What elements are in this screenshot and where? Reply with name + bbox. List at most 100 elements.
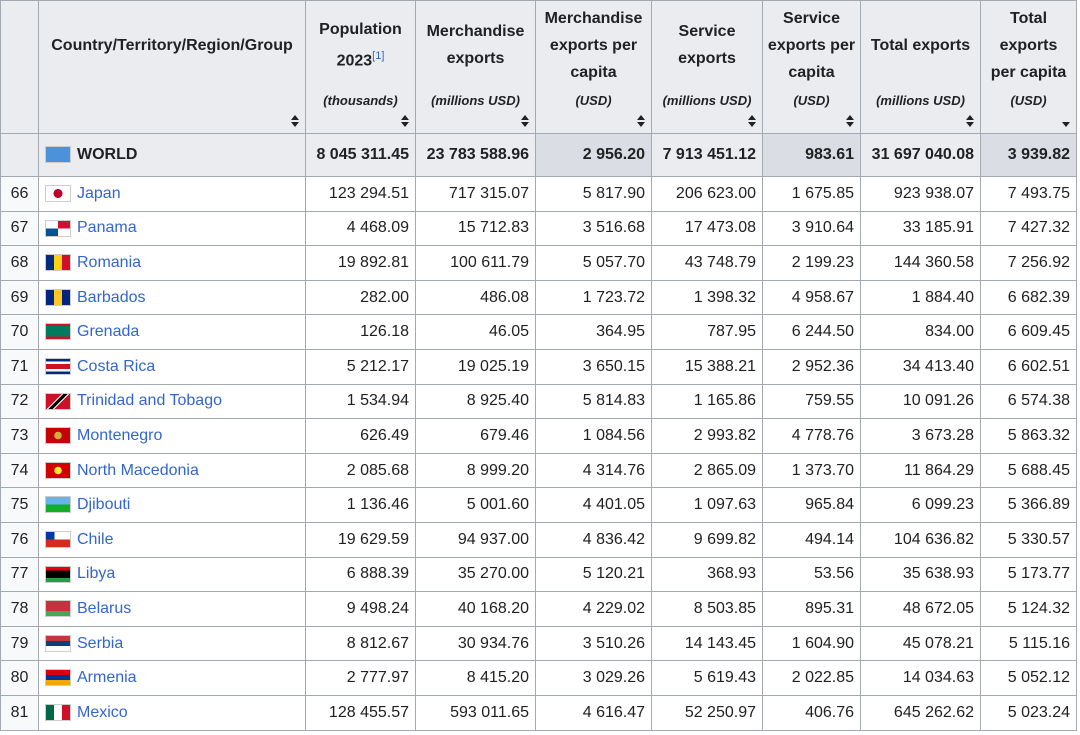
value-cell: 4 958.67 [762, 279, 861, 316]
value-cell: 717 315.07 [415, 176, 536, 212]
sort-button[interactable] [521, 115, 529, 127]
name-cell: Montenegro [38, 418, 306, 454]
rank-cell [0, 133, 39, 177]
value-cell: 5 173.77 [980, 556, 1077, 593]
value-cell: 94 937.00 [415, 521, 536, 558]
country-link[interactable]: Trinidad and Tobago [77, 392, 222, 410]
header-note[interactable]: [1] [372, 49, 385, 62]
header-text: Merchandise exports [420, 2, 531, 90]
column-header: Population 2023[1] (thousands) [305, 0, 416, 134]
value-cell: 31 697 040.08 [860, 133, 981, 177]
value-cell: 33 185.91 [860, 210, 981, 247]
country-link[interactable]: Serbia [77, 634, 124, 652]
header-text: Service exports [656, 2, 758, 90]
value-cell: 834.00 [860, 314, 981, 350]
name-cell: Japan [38, 176, 306, 212]
value-cell: 965.84 [762, 487, 861, 523]
header-row: Country/Territory/Region/Group Population… [0, 0, 1077, 134]
value-cell: 4 314.76 [535, 452, 652, 489]
value-cell: 5 688.45 [980, 452, 1077, 489]
flag-icon [45, 496, 71, 514]
sort-button[interactable] [748, 115, 756, 127]
name-cell: Trinidad and Tobago [38, 383, 306, 420]
value-cell: 3 650.15 [535, 348, 652, 385]
table-body: WORLD 8 045 311.45 23 783 588.96 2 956.20 7 … [0, 133, 1077, 731]
country-link[interactable]: North Macedonia [77, 461, 199, 479]
flag-icon [45, 427, 71, 445]
value-cell: 923 938.07 [860, 176, 981, 212]
header-text: Service exports per capita [767, 2, 856, 90]
data-row: 80 Armenia 2 777.97 8 415.20 3 029.26 5 619.4… [0, 660, 1077, 696]
flag-icon [45, 254, 71, 272]
country-link[interactable]: Panama [77, 219, 137, 237]
data-row: 74 North Macedonia 2 085.68 8 999.20 4 314.7… [0, 452, 1077, 489]
value-cell: 494.14 [762, 521, 861, 558]
value-cell: 1 373.70 [762, 452, 861, 489]
value-cell: 19 025.19 [415, 348, 536, 385]
value-cell: 2 865.09 [651, 452, 763, 489]
country-link[interactable]: Belarus [77, 599, 132, 617]
value-cell: 2 777.97 [305, 660, 416, 696]
value-cell: 2 022.85 [762, 660, 861, 696]
sort-button[interactable] [846, 115, 854, 127]
country-link[interactable]: Barbados [77, 288, 146, 306]
value-cell: 3 516.68 [535, 210, 652, 247]
name-cell: Djibouti [38, 487, 306, 523]
rank-cell: 68 [0, 245, 39, 281]
value-cell: 364.95 [535, 314, 652, 350]
country-link[interactable]: Romania [77, 253, 142, 271]
value-cell: 14 143.45 [651, 625, 763, 662]
sort-button[interactable] [966, 115, 974, 127]
name-cell: Romania [38, 245, 306, 281]
rank-cell: 69 [0, 279, 39, 316]
data-row: 81 Mexico 128 455.57 593 011.65 4 616.47 52 2… [0, 694, 1077, 731]
header-text: Population 2023[1] [310, 2, 411, 90]
sort-button[interactable] [1062, 115, 1070, 127]
data-row: 69 Barbados 282.00 486.08 1 723.72 1 398.32 4 … [0, 279, 1077, 316]
header-title: Population 2023[1] [319, 20, 402, 70]
value-cell: 2 993.82 [651, 418, 763, 454]
country-link[interactable]: Japan [77, 184, 121, 202]
value-cell: 1 165.86 [651, 383, 763, 420]
flag-icon [45, 323, 71, 341]
country-link[interactable]: Mexico [77, 703, 128, 721]
value-cell: 15 388.21 [651, 348, 763, 385]
header-title: Service exports per capita [767, 9, 856, 81]
value-cell: 46.05 [415, 314, 536, 350]
value-cell: 6 682.39 [980, 279, 1077, 316]
value-cell: 8 925.40 [415, 383, 536, 420]
flag-icon [45, 146, 71, 164]
country-link[interactable]: Costa Rica [77, 357, 156, 375]
country-link[interactable]: Libya [77, 565, 116, 583]
header-unit: (millions USD) [876, 93, 965, 108]
country-link[interactable]: Djibouti [77, 496, 131, 514]
data-row: 70 Grenada 126.18 46.05 364.95 787.95 6 244.50… [0, 314, 1077, 350]
header-unit: (millions USD) [431, 93, 520, 108]
value-cell: 6 099.23 [860, 487, 981, 523]
value-cell: 40 168.20 [415, 591, 536, 627]
value-cell: 368.93 [651, 556, 763, 593]
value-cell: 983.61 [762, 133, 861, 177]
sort-button[interactable] [637, 115, 645, 127]
column-header: Service exports (millions USD) [651, 0, 763, 134]
value-cell: 35 270.00 [415, 556, 536, 593]
value-cell: 5 212.17 [305, 348, 416, 385]
value-cell: 1 097.63 [651, 487, 763, 523]
country-link[interactable]: Montenegro [77, 426, 163, 444]
data-row: 77 Libya 6 888.39 35 270.00 5 120.21 368.93 53… [0, 556, 1077, 593]
header-unit: (USD) [1010, 93, 1047, 108]
value-cell: 3 910.64 [762, 210, 861, 247]
name-cell: Chile [38, 521, 306, 558]
sort-button[interactable] [291, 115, 299, 127]
value-cell: 2 956.20 [535, 133, 652, 177]
country-link[interactable]: Armenia [77, 669, 137, 687]
value-cell: 8 415.20 [415, 660, 536, 696]
value-cell: 895.31 [762, 591, 861, 627]
name-cell: Belarus [38, 591, 306, 627]
country-link[interactable]: Chile [77, 530, 114, 548]
value-cell: 10 091.26 [860, 383, 981, 420]
sort-button[interactable] [401, 115, 409, 127]
country-link[interactable]: Grenada [77, 323, 140, 341]
value-cell: 593 011.65 [415, 694, 536, 731]
